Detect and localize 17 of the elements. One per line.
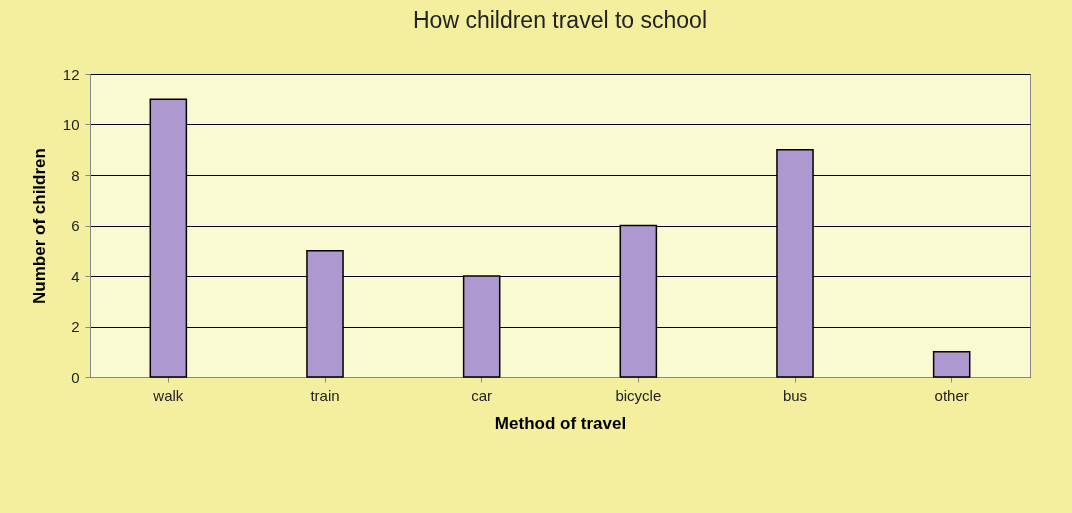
chart-title: How children travel to school	[412, 7, 708, 33]
x-tick-label: car	[471, 386, 493, 404]
y-tick-label: 0	[71, 368, 80, 386]
y-tick-label: 6	[71, 217, 80, 234]
y-tick-label: 4	[71, 267, 80, 285]
y-tick-label: 10	[62, 116, 80, 133]
x-tick-label: train	[310, 386, 340, 404]
x-tick-label: bicycle	[615, 386, 662, 404]
y-axis-title: Number of children	[29, 148, 49, 304]
x-tick-label: other	[934, 386, 969, 404]
bar	[932, 351, 971, 378]
y-tick-label: 2	[71, 318, 80, 335]
x-tick-label: bus	[782, 386, 808, 404]
x-tick-label: walk	[152, 386, 184, 404]
y-tick-label: 8	[71, 166, 80, 184]
x-axis-title: Method of travel	[494, 413, 627, 433]
y-tick-label: 12	[62, 65, 80, 83]
